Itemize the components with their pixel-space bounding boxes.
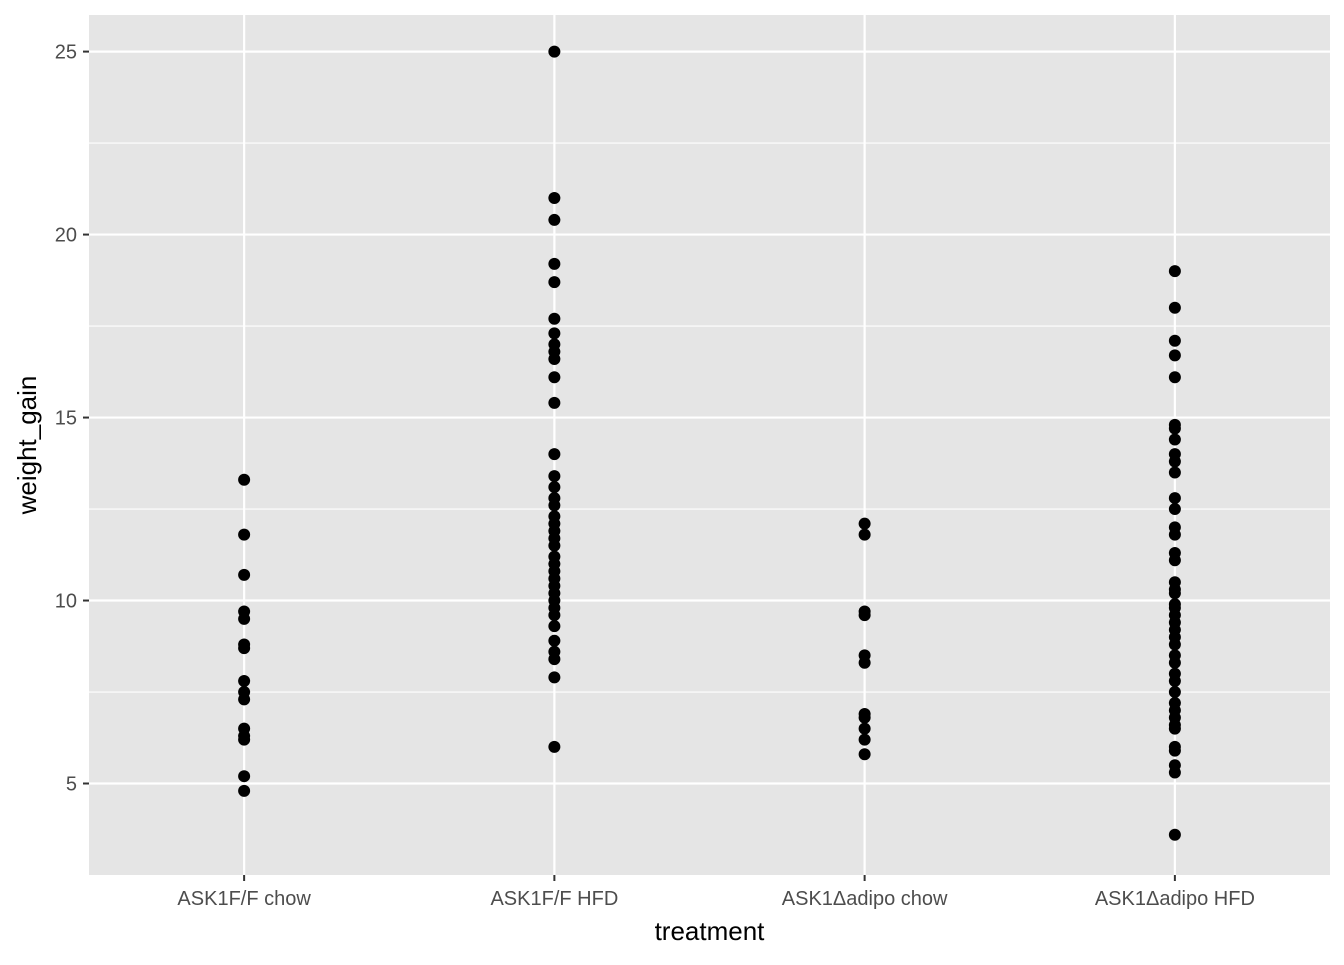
data-point	[1168, 828, 1181, 841]
x-tick-label: ASK1F/F HFD	[490, 888, 618, 910]
data-point	[548, 312, 561, 325]
data-point	[548, 620, 561, 633]
data-point	[858, 609, 871, 622]
data-point	[548, 191, 561, 204]
x-axis: ASK1F/F chow ASK1F/F HFD ASK1Δadipo chow AS…	[177, 875, 1255, 910]
data-point	[858, 656, 871, 669]
data-point	[548, 740, 561, 753]
y-tick-label: 20	[55, 225, 77, 247]
data-point	[1168, 528, 1181, 541]
data-point	[548, 539, 561, 552]
data-point	[858, 528, 871, 541]
x-axis-title: treatment	[655, 916, 766, 946]
data-point	[858, 722, 871, 735]
data-point	[238, 675, 251, 688]
data-point	[1168, 766, 1181, 779]
data-point	[238, 693, 251, 706]
data-point	[548, 448, 561, 461]
data-point	[1168, 466, 1181, 479]
data-point	[858, 711, 871, 724]
data-point	[548, 353, 561, 365]
data-point	[548, 45, 561, 58]
data-point	[548, 653, 561, 666]
y-tick-label: 10	[55, 591, 77, 613]
x-tick-label: ASK1Δadipo chow	[782, 888, 948, 910]
y-tick-label: 25	[55, 42, 77, 64]
data-point	[858, 517, 871, 530]
data-point	[548, 609, 561, 622]
data-point	[548, 396, 561, 409]
data-point	[1168, 265, 1181, 278]
data-point	[238, 528, 251, 541]
data-point	[1168, 722, 1181, 735]
data-point	[238, 612, 251, 625]
data-point	[1168, 503, 1181, 516]
data-point	[548, 213, 561, 226]
x-tick-label: ASK1Δadipo HFD	[1095, 888, 1255, 910]
data-point	[238, 733, 251, 746]
data-point	[548, 481, 561, 494]
data-point	[1168, 349, 1181, 362]
data-point	[858, 733, 871, 746]
data-point	[858, 748, 871, 761]
data-point	[1168, 334, 1181, 347]
data-point	[1168, 675, 1181, 688]
data-point	[1168, 433, 1181, 446]
data-point	[548, 671, 561, 684]
data-point	[1168, 686, 1181, 699]
data-point	[548, 371, 561, 384]
data-point	[1168, 301, 1181, 314]
data-point	[1168, 656, 1181, 669]
data-point	[548, 470, 561, 483]
x-tick-label: ASK1F/F chow	[177, 888, 311, 910]
data-point	[1168, 455, 1181, 468]
data-point	[548, 276, 561, 289]
data-point	[548, 634, 561, 647]
y-tick-label: 15	[55, 408, 77, 430]
plot-panel	[89, 15, 1330, 875]
data-point	[1168, 744, 1181, 757]
minor-gridlines	[89, 142, 1330, 693]
data-point	[1168, 554, 1181, 567]
y-axis: 5 10 15 20 25	[55, 42, 89, 796]
data-point	[238, 642, 251, 655]
data-point	[1168, 492, 1181, 505]
data-point	[548, 257, 561, 270]
data-point	[1168, 422, 1181, 435]
data-point	[1168, 587, 1181, 600]
data-points	[238, 45, 1181, 841]
y-tick-label: 5	[66, 774, 77, 796]
data-point	[238, 784, 251, 797]
y-axis-title: weight_gain	[12, 376, 42, 516]
data-point	[1168, 371, 1181, 384]
data-point	[548, 327, 561, 340]
data-point	[238, 568, 251, 581]
data-point	[238, 473, 251, 486]
data-point	[548, 499, 561, 512]
data-point	[238, 770, 251, 783]
data-point	[1168, 638, 1181, 651]
